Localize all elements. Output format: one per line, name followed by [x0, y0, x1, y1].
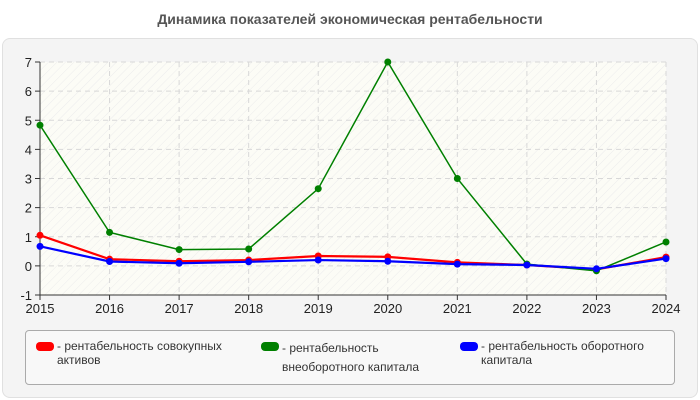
- legend-swatch-red: [36, 342, 54, 351]
- data-point: [245, 258, 253, 266]
- legend-label: - рентабельность оборотного капитала: [481, 339, 644, 367]
- line-chart: -1 0 1 2 3 4 5 6 7 2015 2016 2017 2018 2019 2020 2021 20…: [20, 55, 680, 316]
- svg-text:5: 5: [25, 113, 32, 128]
- data-point: [453, 260, 461, 268]
- data-point: [523, 261, 531, 269]
- legend-label: - рентабельность внеоборотного капитала: [282, 341, 419, 374]
- series-2: [36, 242, 670, 273]
- svg-text:1: 1: [25, 230, 32, 245]
- svg-text:2021: 2021: [443, 301, 472, 316]
- svg-text:2: 2: [25, 201, 32, 216]
- axes: -1 0 1 2 3 4 5 6 7 2015 2016 2017 2018 2019 2020 2021 20…: [20, 55, 680, 316]
- legend-item-working-capital: - рентабельность оборотного капитала: [460, 339, 644, 367]
- legend: - рентабельность совокупных активов - ре…: [25, 330, 675, 385]
- svg-text:-1: -1: [20, 288, 32, 303]
- legend-label: - рентабельность совокупных активов: [57, 339, 222, 367]
- svg-text:2023: 2023: [582, 301, 611, 316]
- data-point: [314, 185, 322, 193]
- svg-text:7: 7: [25, 55, 32, 70]
- svg-text:2018: 2018: [234, 301, 263, 316]
- svg-text:6: 6: [25, 84, 32, 99]
- gridlines: [40, 61, 667, 295]
- svg-text:0: 0: [25, 259, 32, 274]
- data-point: [384, 58, 392, 66]
- chart-title: Динамика показателей экономическая рента…: [157, 11, 543, 27]
- data-point: [245, 245, 253, 253]
- series-lines: [36, 58, 670, 275]
- svg-text:2015: 2015: [26, 301, 55, 316]
- svg-text:2017: 2017: [165, 301, 194, 316]
- data-point: [36, 231, 44, 239]
- data-point: [175, 246, 183, 254]
- data-point: [592, 265, 600, 273]
- svg-text:2022: 2022: [512, 301, 541, 316]
- data-point: [175, 259, 183, 267]
- svg-text:3: 3: [25, 172, 32, 187]
- legend-swatch-green: [261, 342, 279, 351]
- data-point: [36, 121, 44, 129]
- data-point: [662, 238, 670, 246]
- data-point: [106, 228, 114, 236]
- data-point: [36, 242, 44, 250]
- data-point: [384, 257, 392, 265]
- data-point: [314, 256, 322, 264]
- svg-text:2016: 2016: [95, 301, 124, 316]
- legend-item-total-assets: - рентабельность совокупных активов: [36, 339, 222, 367]
- svg-text:2020: 2020: [373, 301, 402, 316]
- data-point: [106, 258, 114, 266]
- data-point: [662, 255, 670, 263]
- svg-text:2019: 2019: [304, 301, 333, 316]
- legend-swatch-blue: [460, 342, 478, 351]
- svg-text:4: 4: [25, 142, 32, 157]
- data-point: [453, 175, 461, 182]
- legend-item-noncurrent-capital: - рентабельность внеоборотного капитала: [261, 339, 419, 377]
- svg-text:2024: 2024: [652, 301, 681, 316]
